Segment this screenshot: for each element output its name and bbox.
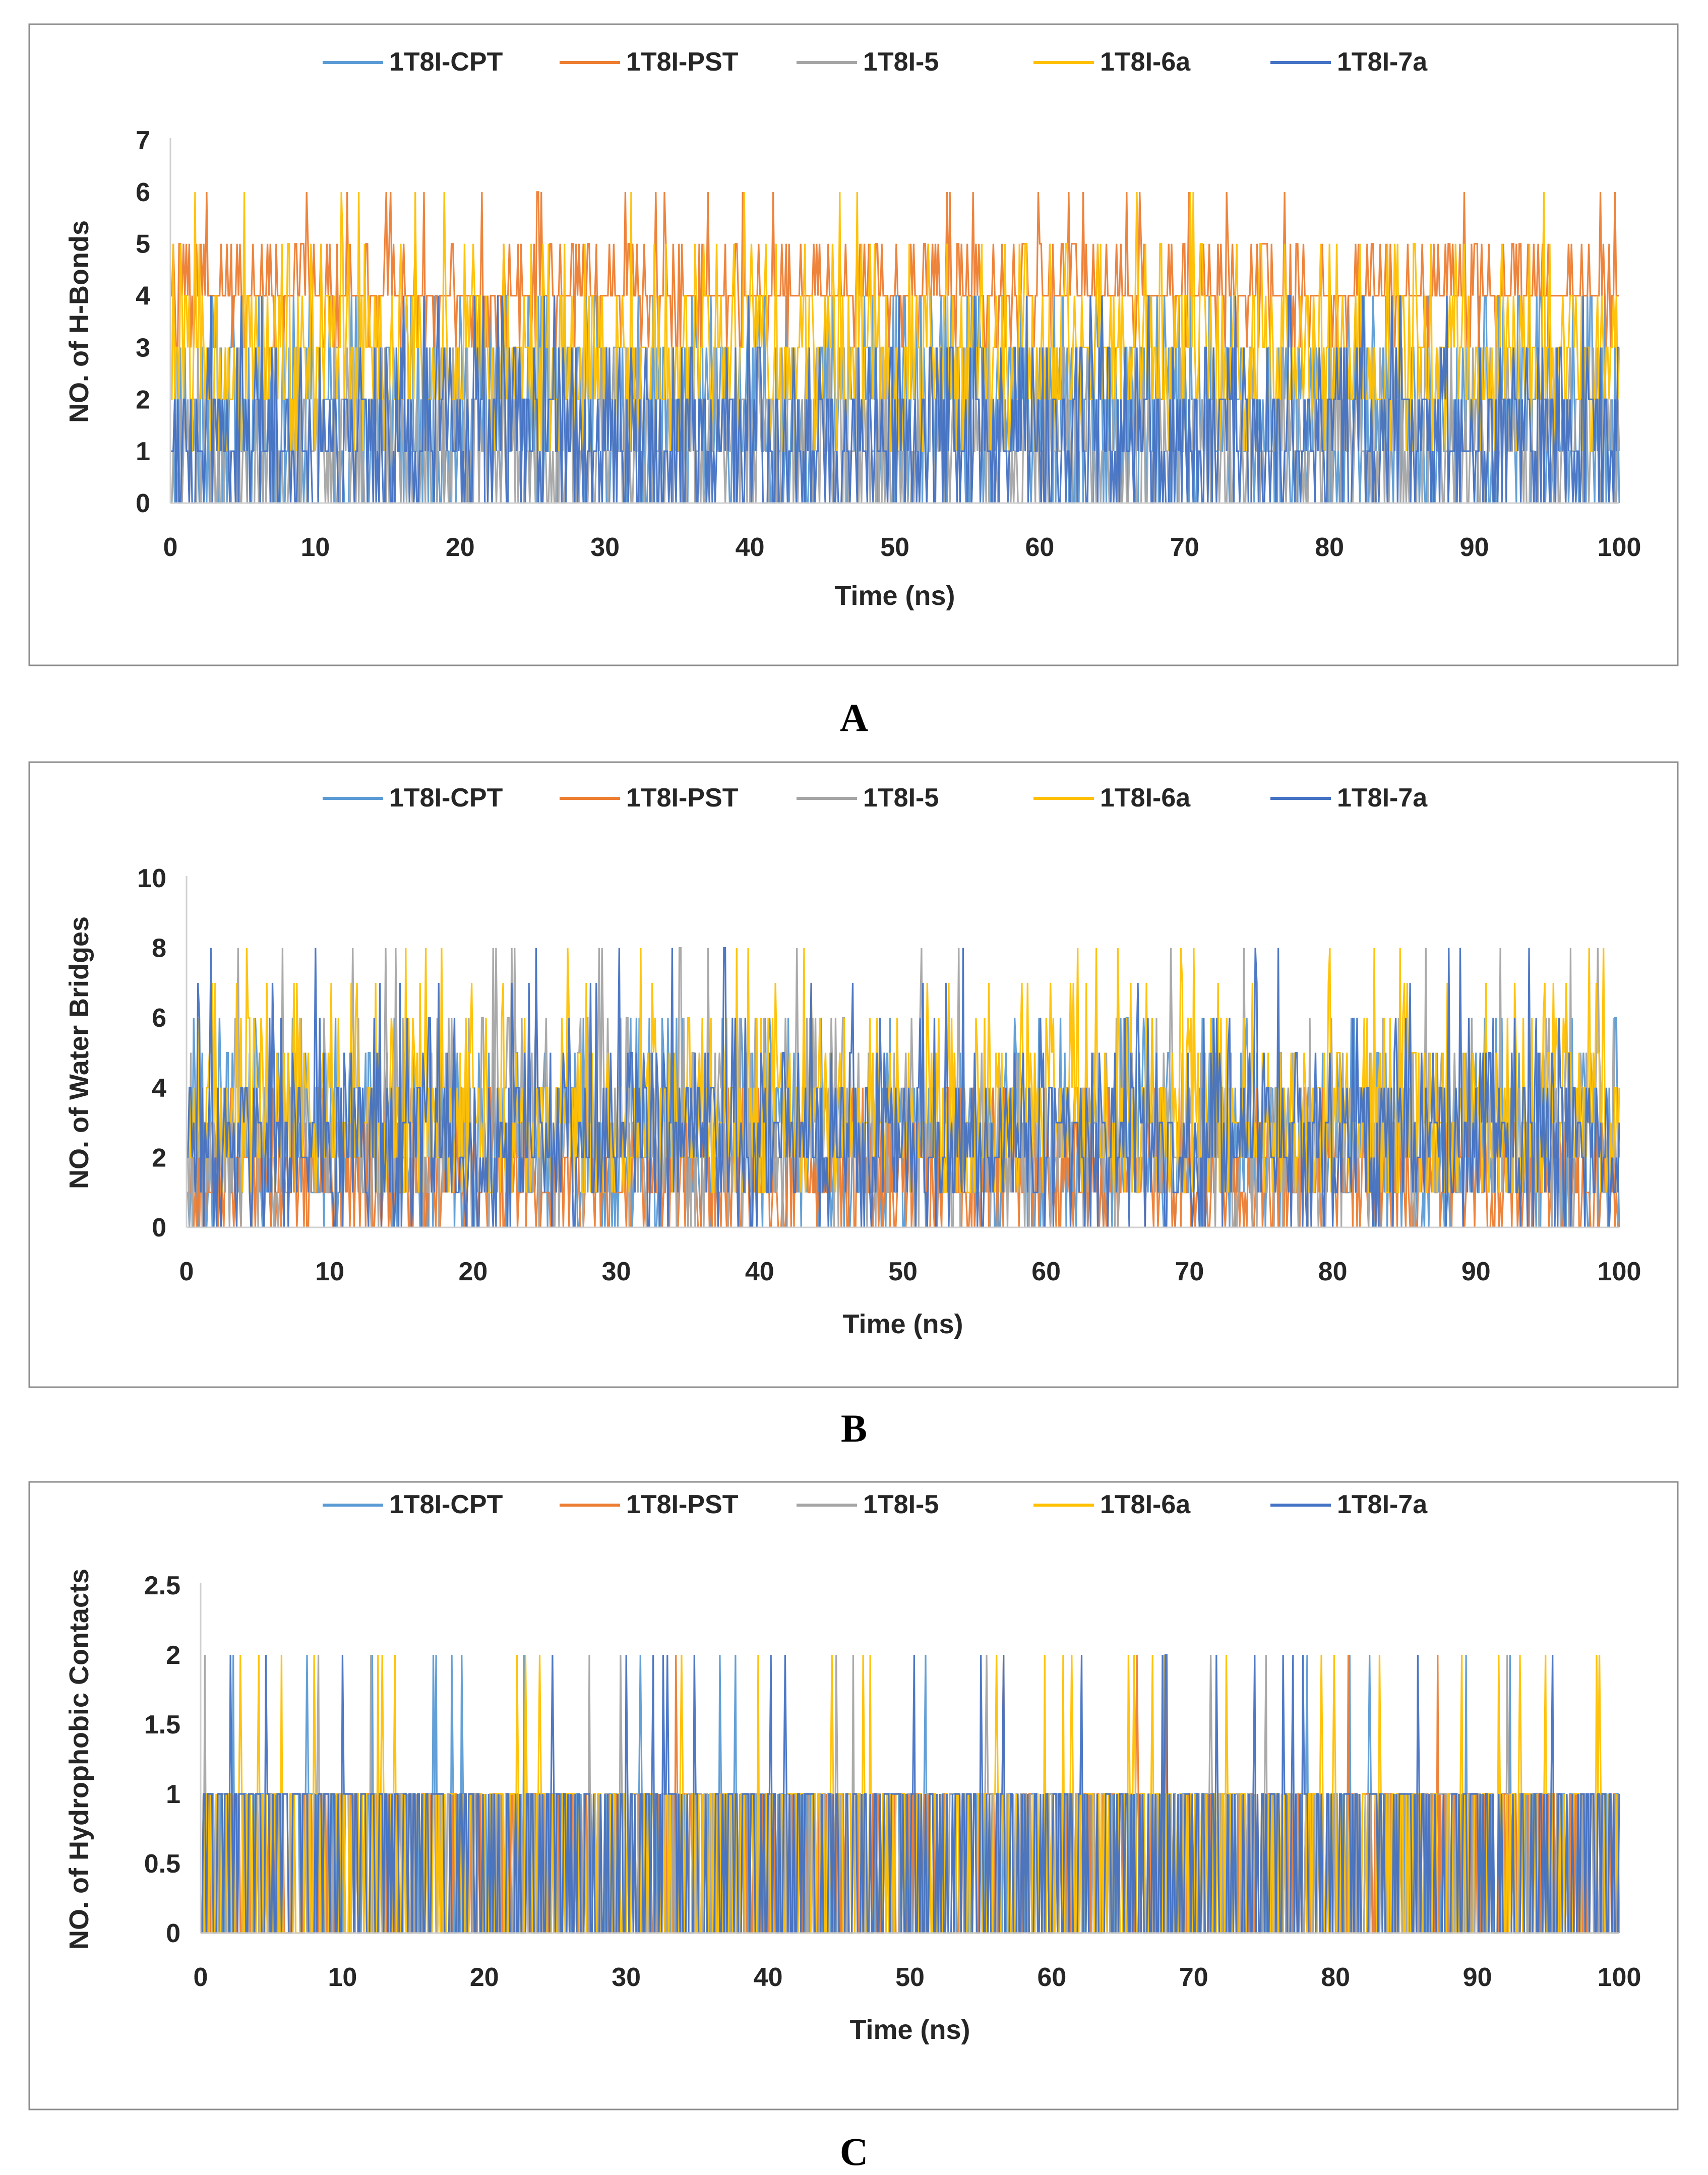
x-tick-label: 70 bbox=[1175, 1257, 1204, 1286]
legend-label: 1T8I-CPT bbox=[389, 47, 503, 77]
y-tick-label: 0.5 bbox=[144, 1849, 180, 1879]
x-axis-title: Time (ns) bbox=[834, 581, 955, 611]
y-tick-label: 4 bbox=[152, 1074, 166, 1103]
x-tick-label: 100 bbox=[1598, 533, 1641, 562]
x-tick-label: 30 bbox=[590, 533, 620, 562]
series-group bbox=[187, 947, 1620, 1228]
y-tick-label: 1 bbox=[136, 437, 150, 466]
y-tick-label: 4 bbox=[136, 282, 150, 311]
y-tick-label: 2 bbox=[166, 1641, 180, 1670]
panel-label: A bbox=[840, 696, 868, 739]
y-axis-title: NO. of Water Bridges bbox=[64, 916, 94, 1189]
y-tick-label: 5 bbox=[136, 230, 150, 259]
y-tick-label: 7 bbox=[136, 126, 150, 155]
x-tick-label: 20 bbox=[446, 533, 475, 562]
legend-label: 1T8I-6a bbox=[1100, 1490, 1191, 1519]
y-tick-label: 2.5 bbox=[144, 1571, 180, 1600]
x-tick-label: 0 bbox=[163, 533, 178, 562]
x-tick-label: 40 bbox=[736, 533, 765, 562]
x-tick-label: 20 bbox=[470, 1963, 499, 1992]
x-tick-label: 60 bbox=[1037, 1963, 1066, 1992]
x-tick-label: 50 bbox=[880, 533, 909, 562]
legend-label: 1T8I-PST bbox=[626, 1490, 739, 1519]
x-tick-label: 30 bbox=[612, 1963, 641, 1992]
x-tick-label: 40 bbox=[745, 1257, 774, 1286]
y-tick-label: 0 bbox=[136, 489, 150, 518]
x-tick-label: 10 bbox=[315, 1257, 344, 1286]
x-tick-label: 20 bbox=[458, 1257, 487, 1286]
x-tick-label: 90 bbox=[1463, 1963, 1492, 1992]
x-tick-label: 0 bbox=[179, 1257, 194, 1286]
legend-label: 1T8I-5 bbox=[863, 1490, 939, 1519]
series-line-1t8i-7a bbox=[187, 947, 1620, 1228]
panel-label: C bbox=[840, 2130, 868, 2173]
x-tick-label: 80 bbox=[1315, 533, 1344, 562]
legend-label: 1T8I-7a bbox=[1337, 1490, 1428, 1519]
x-tick-label: 10 bbox=[300, 533, 330, 562]
legend-label: 1T8I-PST bbox=[626, 47, 739, 77]
y-tick-label: 8 bbox=[152, 934, 166, 963]
x-tick-label: 40 bbox=[754, 1963, 783, 1992]
x-tick-label: 100 bbox=[1598, 1257, 1641, 1286]
y-tick-label: 10 bbox=[137, 864, 166, 893]
x-axis-title: Time (ns) bbox=[842, 1309, 963, 1339]
legend-label: 1T8I-6a bbox=[1100, 783, 1191, 813]
legend-label: 1T8I-5 bbox=[863, 783, 939, 813]
x-tick-label: 0 bbox=[194, 1963, 208, 1992]
chart-panel-c: 0 0.5 1 1.5 2 2.5 0 10 20 30 40 50 60 70 80 90 100 Time (… bbox=[28, 1481, 1679, 2173]
legend-label: 1T8I-PST bbox=[626, 783, 739, 813]
legend-label: 1T8I-7a bbox=[1337, 783, 1428, 813]
x-tick-label: 60 bbox=[1031, 1257, 1061, 1286]
y-tick-label: 2 bbox=[136, 385, 150, 414]
x-tick-label: 80 bbox=[1318, 1257, 1348, 1286]
y-tick-label: 1.5 bbox=[144, 1710, 180, 1739]
y-tick-label: 6 bbox=[136, 178, 150, 207]
x-tick-label: 50 bbox=[895, 1963, 925, 1992]
legend: 1T8I-CPT 1T8I-PST 1T8I-5 1T8I-6a 1T8I-7a bbox=[323, 47, 1428, 77]
x-tick-label: 100 bbox=[1598, 1963, 1641, 1992]
x-tick-label: 80 bbox=[1321, 1963, 1350, 1992]
legend: 1T8I-CPT 1T8I-PST 1T8I-5 1T8I-6a 1T8I-7a bbox=[323, 1490, 1428, 1519]
x-axis-title: Time (ns) bbox=[849, 2015, 970, 2045]
legend-label: 1T8I-6a bbox=[1100, 47, 1191, 77]
y-axis-title: NO. of H-Bonds bbox=[64, 220, 94, 423]
y-axis-title: NO. of Hydrophobic Contacts bbox=[64, 1569, 94, 1950]
y-tick-label: 0 bbox=[166, 1919, 180, 1948]
y-tick-label: 3 bbox=[136, 333, 150, 362]
y-tick-label: 6 bbox=[152, 1004, 166, 1033]
x-tick-label: 70 bbox=[1179, 1963, 1208, 1992]
x-tick-label: 70 bbox=[1170, 533, 1199, 562]
x-tick-label: 60 bbox=[1025, 533, 1054, 562]
x-tick-label: 50 bbox=[888, 1257, 918, 1286]
panel-label: B bbox=[841, 1406, 867, 1450]
x-tick-label: 90 bbox=[1461, 1257, 1491, 1286]
legend-label: 1T8I-7a bbox=[1337, 47, 1428, 77]
x-tick-label: 10 bbox=[328, 1963, 357, 1992]
y-tick-label: 0 bbox=[152, 1213, 166, 1242]
legend: 1T8I-CPT 1T8I-PST 1T8I-5 1T8I-6a 1T8I-7a bbox=[323, 783, 1428, 813]
x-tick-label: 30 bbox=[602, 1257, 631, 1286]
legend-label: 1T8I-5 bbox=[863, 47, 939, 77]
y-tick-label: 1 bbox=[166, 1780, 180, 1809]
x-tick-label: 90 bbox=[1460, 533, 1489, 562]
legend-label: 1T8I-CPT bbox=[389, 1490, 503, 1519]
legend-label: 1T8I-CPT bbox=[389, 783, 503, 813]
y-tick-label: 2 bbox=[152, 1143, 166, 1172]
